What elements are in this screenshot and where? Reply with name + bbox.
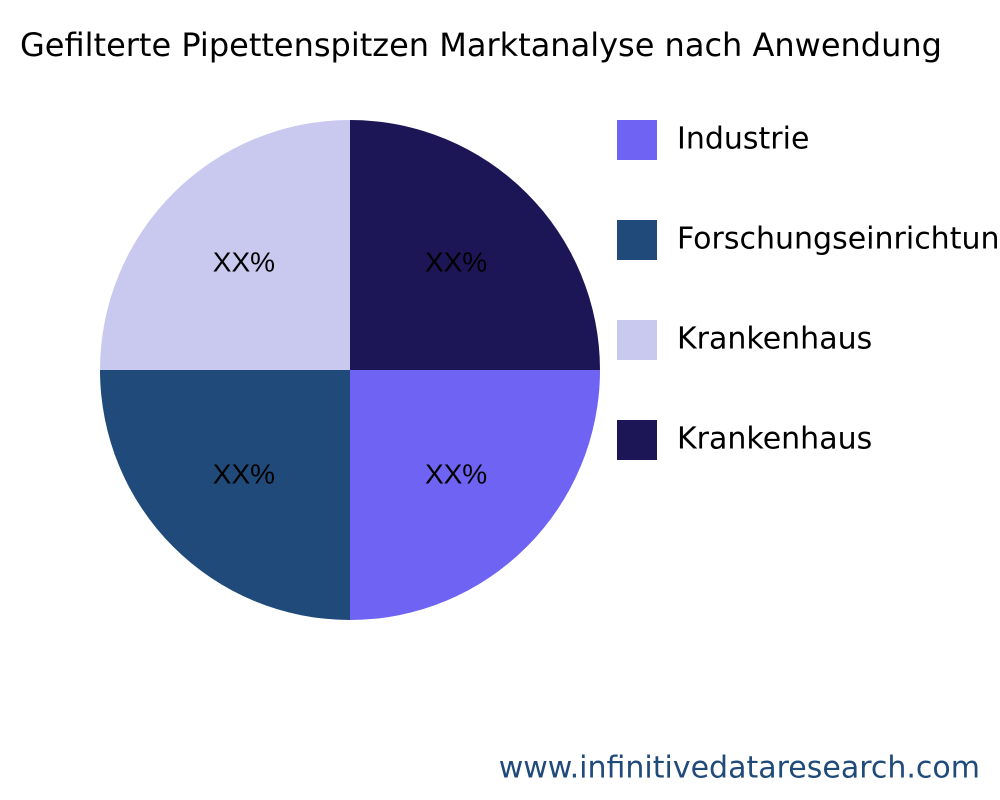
chart-title: Gefilterte Pipettenspitzen Marktanalyse … [20,26,942,64]
legend-swatch [617,420,657,460]
pie-slice [100,120,350,370]
slice-label: XX% [425,246,487,277]
pie-slice [350,120,600,370]
slice-label: XX% [425,458,487,489]
legend-label: Krankenhaus [677,322,872,357]
pie-slice [100,370,350,620]
legend-swatch [617,120,657,160]
legend-swatch [617,220,657,260]
slice-label: XX% [213,458,275,489]
legend-label: Forschungseinrichtung [677,222,1000,257]
legend-label: Industrie [677,122,809,157]
legend-label: Krankenhaus [677,422,872,457]
pie-slice [350,370,600,620]
source-link: www.infinitivedataresearch.com [499,751,980,786]
slice-label: XX% [213,246,275,277]
legend-swatch [617,320,657,360]
